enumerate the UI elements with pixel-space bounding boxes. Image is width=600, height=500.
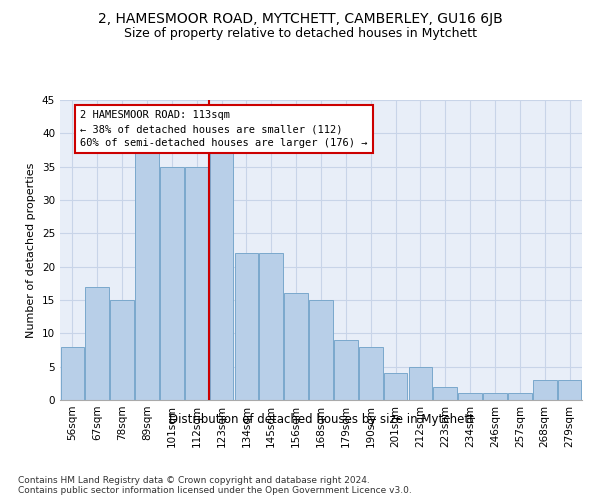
- Text: Size of property relative to detached houses in Mytchett: Size of property relative to detached ho…: [124, 28, 476, 40]
- Bar: [433, 386, 457, 400]
- Bar: [160, 166, 184, 400]
- Bar: [558, 380, 581, 400]
- Bar: [359, 346, 383, 400]
- Text: Contains HM Land Registry data © Crown copyright and database right 2024.
Contai: Contains HM Land Registry data © Crown c…: [18, 476, 412, 495]
- Bar: [135, 154, 159, 400]
- Bar: [61, 346, 84, 400]
- Bar: [309, 300, 333, 400]
- Bar: [508, 394, 532, 400]
- Bar: [334, 340, 358, 400]
- Bar: [458, 394, 482, 400]
- Bar: [533, 380, 557, 400]
- Bar: [85, 286, 109, 400]
- Bar: [284, 294, 308, 400]
- Bar: [235, 254, 258, 400]
- Text: 2 HAMESMOOR ROAD: 113sqm
← 38% of detached houses are smaller (112)
60% of semi-: 2 HAMESMOOR ROAD: 113sqm ← 38% of detach…: [80, 110, 367, 148]
- Bar: [483, 394, 507, 400]
- Bar: [110, 300, 134, 400]
- Text: Distribution of detached houses by size in Mytchett: Distribution of detached houses by size …: [169, 412, 473, 426]
- Bar: [384, 374, 407, 400]
- Bar: [210, 154, 233, 400]
- Bar: [409, 366, 432, 400]
- Bar: [259, 254, 283, 400]
- Y-axis label: Number of detached properties: Number of detached properties: [26, 162, 37, 338]
- Text: 2, HAMESMOOR ROAD, MYTCHETT, CAMBERLEY, GU16 6JB: 2, HAMESMOOR ROAD, MYTCHETT, CAMBERLEY, …: [98, 12, 502, 26]
- Bar: [185, 166, 209, 400]
